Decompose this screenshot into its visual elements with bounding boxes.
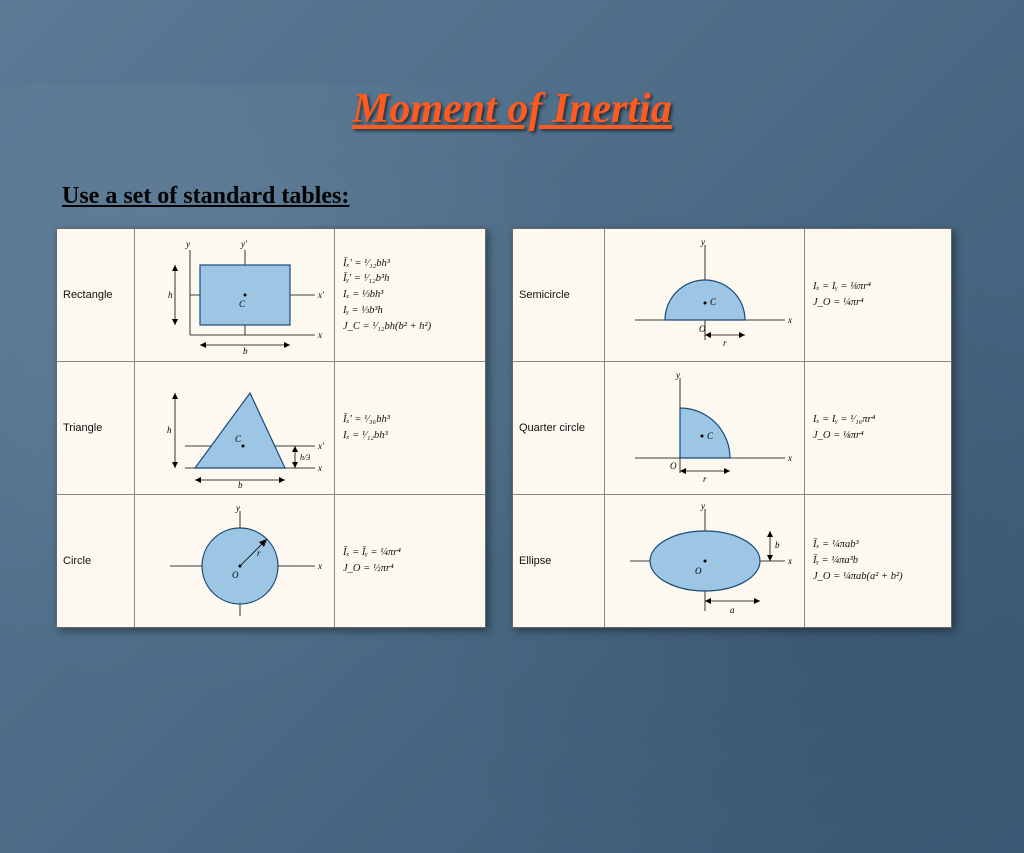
svg-text:x': x' xyxy=(317,441,325,451)
right-table: Semicircle C O r x y Iₓ = Iᵧ = ⅛πr⁴ xyxy=(512,228,952,628)
svg-text:C: C xyxy=(235,434,242,444)
svg-text:x: x xyxy=(317,561,322,571)
formula-line: J_O = ½πr⁴ xyxy=(343,561,477,577)
svg-text:x': x' xyxy=(317,290,325,300)
formula-line: J_C = ¹⁄₁₂bh(b² + h²) xyxy=(343,319,477,335)
formula-line: Iₓ = ¹⁄₁₂bh³ xyxy=(343,428,477,444)
svg-text:O: O xyxy=(670,461,677,471)
shape-name: Ellipse xyxy=(513,495,605,627)
formula-line: Iₓ = ⅓bh³ xyxy=(343,287,477,303)
shape-name: Rectangle xyxy=(57,229,135,361)
table-row: Triangle h h/3 b xyxy=(57,362,485,495)
formula-cell: Īₓ = Īᵧ = ¼πr⁴ J_O = ½πr⁴ xyxy=(335,495,485,627)
left-table: Rectangle h b xyxy=(56,228,486,628)
svg-text:y': y' xyxy=(240,239,248,249)
formula-line: J_O = ¼πab(a² + b²) xyxy=(813,569,943,585)
shape-name: Quarter circle xyxy=(513,362,605,494)
svg-text:C: C xyxy=(707,431,714,441)
svg-text:y: y xyxy=(700,501,705,511)
formula-line: Īᵧ' = ¹⁄₁₂b³h xyxy=(343,271,477,287)
shape-figure-semicircle: C O r x y xyxy=(605,229,805,361)
svg-text:y: y xyxy=(700,237,705,247)
svg-text:b: b xyxy=(238,480,243,488)
formula-cell: Īₓ = ¼πab³ Īᵧ = ¼πa³b J_O = ¼πab(a² + b²… xyxy=(805,495,951,627)
formula-line: Īₓ = ¼πab³ xyxy=(813,537,943,553)
formula-line: Iᵧ = ⅓b³h xyxy=(343,303,477,319)
formula-line: Īₓ' = ¹⁄₁₂bh³ xyxy=(343,256,477,272)
svg-text:h/3: h/3 xyxy=(300,453,310,462)
formula-line: Iₓ = Iᵧ = ⅛πr⁴ xyxy=(813,279,943,295)
formula-cell: Īₓ' = ¹⁄₁₂bh³ Īᵧ' = ¹⁄₁₂b³h Iₓ = ⅓bh³ Iᵧ… xyxy=(335,229,485,361)
shape-name: Triangle xyxy=(57,362,135,494)
shape-name: Semicircle xyxy=(513,229,605,361)
svg-text:C: C xyxy=(710,297,717,307)
svg-text:r: r xyxy=(723,338,727,348)
svg-text:r: r xyxy=(257,548,261,558)
svg-text:b: b xyxy=(243,346,248,355)
svg-text:y: y xyxy=(185,239,190,249)
shape-figure-quarter: C O r x y xyxy=(605,362,805,494)
svg-text:O: O xyxy=(232,570,239,580)
shape-figure-rectangle: h b C x' x y y' xyxy=(135,229,335,361)
shape-figure-triangle: h h/3 b C x' x xyxy=(135,362,335,494)
formula-line: Īₓ' = ¹⁄₃₆bh³ xyxy=(343,412,477,428)
svg-text:C: C xyxy=(239,299,246,309)
svg-text:O: O xyxy=(695,566,702,576)
formula-line: J_O = ⅛πr⁴ xyxy=(813,428,943,444)
svg-text:x: x xyxy=(317,463,322,473)
table-row: Quarter circle C O r x y Iₓ = Iᵧ = ¹⁄ xyxy=(513,362,951,495)
svg-text:x: x xyxy=(317,330,322,340)
table-row: Rectangle h b xyxy=(57,229,485,362)
svg-text:y: y xyxy=(675,370,680,380)
formula-line: Iₓ = Iᵧ = ¹⁄₁₆πr⁴ xyxy=(813,412,943,428)
formula-cell: Īₓ' = ¹⁄₃₆bh³ Iₓ = ¹⁄₁₂bh³ xyxy=(335,362,485,494)
svg-text:h: h xyxy=(167,425,172,435)
svg-text:y: y xyxy=(235,503,240,513)
table-row: Semicircle C O r x y Iₓ = Iᵧ = ⅛πr⁴ xyxy=(513,229,951,362)
svg-text:x: x xyxy=(787,453,792,463)
svg-text:b: b xyxy=(775,540,780,550)
svg-text:x: x xyxy=(787,556,792,566)
formula-cell: Iₓ = Iᵧ = ¹⁄₁₆πr⁴ J_O = ⅛πr⁴ xyxy=(805,362,951,494)
shape-figure-ellipse: O a b x y xyxy=(605,495,805,627)
svg-text:x: x xyxy=(787,315,792,325)
svg-text:O: O xyxy=(699,324,706,334)
formula-line: J_O = ¼πr⁴ xyxy=(813,295,943,311)
svg-text:r: r xyxy=(703,474,707,484)
shape-figure-circle: r O x y xyxy=(135,495,335,627)
page-title: Moment of Inertia xyxy=(0,85,1024,133)
table-row: Ellipse O a b x y xyxy=(513,495,951,627)
svg-text:h: h xyxy=(168,290,173,300)
svg-text:a: a xyxy=(730,605,735,615)
table-row: Circle r O x y Īₓ = Īᵧ = ¼πr⁴ J_O = ½πr xyxy=(57,495,485,627)
formula-line: Īᵧ = ¼πa³b xyxy=(813,553,943,569)
shape-name: Circle xyxy=(57,495,135,627)
formula-line: Īₓ = Īᵧ = ¼πr⁴ xyxy=(343,545,477,561)
formula-cell: Iₓ = Iᵧ = ⅛πr⁴ J_O = ¼πr⁴ xyxy=(805,229,951,361)
subtitle: Use a set of standard tables: xyxy=(62,183,1024,210)
tables-container: Rectangle h b xyxy=(0,228,1024,628)
